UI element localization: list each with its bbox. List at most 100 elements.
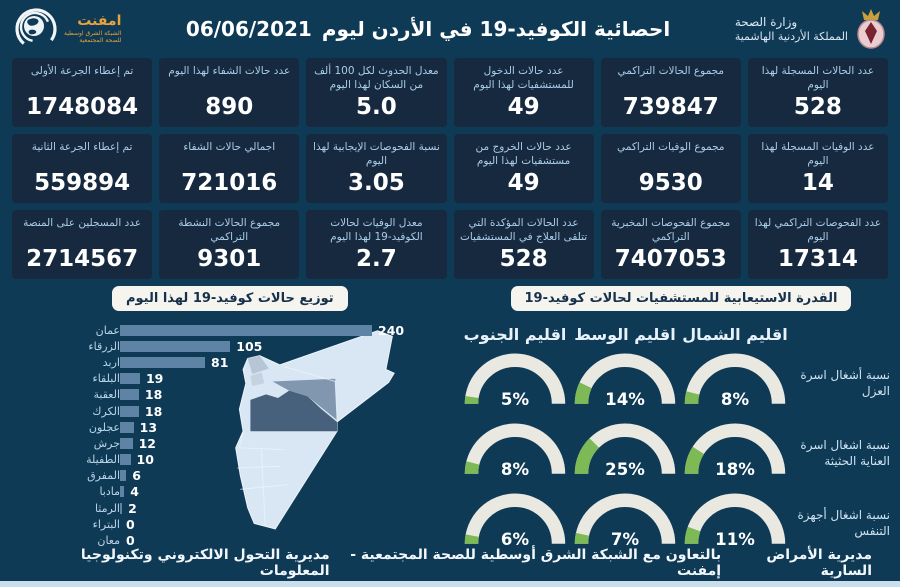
bar xyxy=(120,389,139,401)
stat-value: 49 xyxy=(507,170,540,196)
gauge-row-label: نسبة اشغال أجهزة التنفس xyxy=(797,507,890,538)
ministry-name: وزارة الصحة xyxy=(734,14,798,29)
stat-card: عدد الفحوصات التراكمي لهذا اليوم 17314 xyxy=(747,210,888,279)
bar-category-label: الطفيلة xyxy=(86,453,120,467)
gauge-column-header: اقليم الوسط xyxy=(574,325,676,344)
bar-value-label: 18 xyxy=(144,403,163,419)
map-region-zarqa xyxy=(272,378,338,421)
bar-row: المفرق 6 xyxy=(28,468,448,484)
bar-value-label: 240 xyxy=(378,322,405,338)
bar xyxy=(120,324,372,336)
stat-value: 9530 xyxy=(638,170,703,196)
bottom-accent-strip xyxy=(0,581,900,587)
gauge-grid: اقليم الشمال اقليم الوسط اقليم الجنوب نسبة … xyxy=(462,325,900,554)
stat-card: تم إعطاء الجرعة الأولى 1748084 xyxy=(12,58,153,127)
stat-value: 17314 xyxy=(777,246,858,272)
stat-card: عدد الوفيات المسجلة لهذا اليوم 14 xyxy=(747,134,888,203)
emphnet-name: امفنت xyxy=(77,13,122,30)
gauge-arc: 11% xyxy=(684,493,786,549)
bar xyxy=(120,502,123,514)
stat-label: نسبة الفحوصات الإيجابية لهذا اليوم xyxy=(313,141,440,167)
stat-label: اجمالي حالات الشفاء xyxy=(183,141,276,153)
bar-chart-title: توزيع حالات كوفيد-19 لهذا اليوم xyxy=(112,286,348,311)
footer-left: مديرية التحول الالكتروني وتكنولوجيا المع… xyxy=(80,547,330,579)
gauge-arc: 6% xyxy=(464,493,566,549)
footer-middle: بالتعاون مع الشبكة الشرق أوسطية للصحة ال… xyxy=(350,547,722,579)
bar-value-label: 0 xyxy=(126,516,135,532)
emphnet-subtitle-1: الشبكة الشرق اوسطية xyxy=(64,30,122,38)
gauge-row-label: نسبة اشغال اسرة العناية الحثيثة xyxy=(800,437,890,468)
stat-card: نسبة الفحوصات الإيجابية لهذا اليوم 3.05 xyxy=(306,134,447,203)
footer: مديرية الأمراض السارية بالتعاون مع الشبك… xyxy=(0,547,900,579)
jordan-crest-icon xyxy=(857,9,885,49)
gauge: 7% xyxy=(572,492,678,554)
bottom-section: توزيع حالات كوفيد-19 لهذا اليوم عمان 240 ا… xyxy=(0,284,900,549)
map-region-ajloun xyxy=(250,372,265,387)
gauge: 8% xyxy=(682,352,788,414)
bar-row: الزرقاء 105 xyxy=(28,338,448,354)
bar-row: البتراء 0 xyxy=(28,516,448,532)
stat-label: مجموع الحالات التراكمي xyxy=(617,65,725,77)
title-text: احصائية الكوفيد-19 في الأردن ليوم xyxy=(321,17,671,41)
gauge-column-header: اقليم الجنوب xyxy=(463,325,567,344)
bar-row: العقبة 18 xyxy=(28,387,448,403)
emphnet-logo-block: امفنت الشبكة الشرق اوسطية للصحة المجتمعي… xyxy=(14,7,121,51)
bar xyxy=(120,421,134,433)
stat-card: عدد المسجلين على المنصة 2714567 xyxy=(12,210,153,279)
bar-row: الطفيلة 10 xyxy=(28,452,448,468)
stat-label: مجموع الوفيات التراكمي xyxy=(617,141,725,153)
bar-category-label: المفرق xyxy=(87,469,120,483)
gauge-arc: 8% xyxy=(684,353,786,409)
bar-row: الكرك 18 xyxy=(28,403,448,419)
bar-row: عمان 240 xyxy=(28,322,448,338)
stat-value: 2.7 xyxy=(356,246,397,272)
gauge: 8% xyxy=(462,422,568,484)
stat-label: مجموع الفحوصات المخبرية التراكمي xyxy=(611,217,731,243)
gauge-value-label: 14% xyxy=(605,390,645,409)
bar-category-label: عجلون xyxy=(88,420,120,434)
bar xyxy=(120,437,133,449)
map-region-irbid xyxy=(247,355,269,375)
stat-value: 7407053 xyxy=(614,246,727,272)
bar-category-label: البلقاء xyxy=(92,372,120,386)
emphnet-subtitle-2: للصحة المجتمعية xyxy=(79,37,122,45)
header: وزارة الصحة المملكة الأردنية الهاشمية اح… xyxy=(0,0,900,54)
bar-row: اربد 81 xyxy=(28,354,448,370)
bar-value-label: 19 xyxy=(145,371,164,387)
stat-card: اجمالي حالات الشفاء 721016 xyxy=(159,134,300,203)
bar-row: البلقاء 19 xyxy=(28,371,448,387)
stat-card: عدد حالات الخروج من مستشفيات لهذا اليوم 4… xyxy=(453,134,594,203)
stat-label: تم إعطاء الجرعة الثانية xyxy=(31,141,133,153)
bar-category-label: الزرقاء xyxy=(88,339,120,353)
footer-right: مديرية الأمراض السارية xyxy=(766,547,872,579)
bar-value-label: 105 xyxy=(236,338,263,354)
gauge-value-label: 8% xyxy=(721,390,750,409)
bar xyxy=(120,454,131,466)
emphnet-globe-icon xyxy=(15,8,57,50)
bar-chart: عمان 240 الزرقاء 105 اربد 81 البلقاء 19 العقبة 18… xyxy=(28,322,448,549)
stat-value: 14 xyxy=(801,170,834,196)
stat-value: 721016 xyxy=(181,170,278,196)
bar-row: عجلون 13 xyxy=(28,419,448,435)
gauge-arc: 7% xyxy=(574,493,676,549)
stat-label: معدل الحدوث لكل 100 ألف من السكان لهذا ا… xyxy=(314,65,439,91)
bar-row: جرش 12 xyxy=(28,435,448,451)
gauge-column-header: اقليم الشمال xyxy=(682,325,788,344)
emphnet-text: امفنت الشبكة الشرق اوسطية للصحة المجتمعي… xyxy=(64,13,121,44)
bar-value-label: 10 xyxy=(136,452,154,468)
stat-label: عدد الوفيات المسجلة لهذا اليوم xyxy=(761,141,875,167)
stat-value: 528 xyxy=(499,246,548,272)
gauge-value-label: 7% xyxy=(611,530,640,549)
stat-card: عدد الحالات المؤكدة التي تتلقى العلاج في… xyxy=(453,210,594,279)
bar-value-label: 0 xyxy=(126,533,135,549)
gauge: 11% xyxy=(682,492,788,554)
gauge-arc: 5% xyxy=(464,353,566,409)
bar xyxy=(120,373,140,385)
gauge-value-label: 11% xyxy=(715,530,755,549)
stat-value: 49 xyxy=(507,94,540,120)
bar-value-label: 4 xyxy=(130,484,139,500)
stat-label: عدد الفحوصات التراكمي لهذا اليوم xyxy=(754,217,882,243)
bar-value-label: 12 xyxy=(138,435,156,451)
stat-card: تم إعطاء الجرعة الثانية 559894 xyxy=(12,134,153,203)
bar-category-label: الرمثا xyxy=(94,501,120,515)
